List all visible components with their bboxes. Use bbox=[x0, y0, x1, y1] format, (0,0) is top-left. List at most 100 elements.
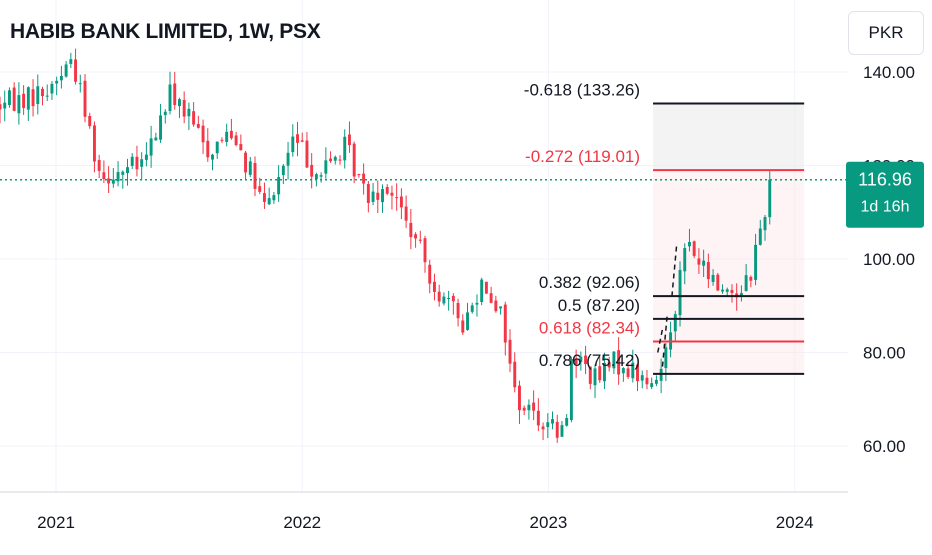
candle-body bbox=[135, 156, 139, 170]
candle-body bbox=[711, 274, 715, 282]
candle-body bbox=[480, 279, 484, 303]
candle-body bbox=[612, 351, 616, 369]
candle-body bbox=[673, 314, 677, 332]
candle-body bbox=[220, 139, 224, 141]
candle-body bbox=[607, 362, 611, 368]
candle-body bbox=[102, 172, 106, 179]
candle-body bbox=[281, 165, 285, 176]
candle-body bbox=[159, 115, 163, 140]
candle-body bbox=[395, 197, 399, 199]
candle-body bbox=[291, 136, 295, 153]
candle-body bbox=[569, 358, 573, 421]
candle-body bbox=[286, 152, 290, 166]
candle-body bbox=[192, 111, 196, 125]
candle-body bbox=[721, 289, 724, 292]
candle-body bbox=[206, 140, 210, 158]
candle-body bbox=[381, 189, 384, 203]
candle-body bbox=[88, 115, 92, 127]
candle-body bbox=[253, 162, 257, 189]
candle-body bbox=[432, 281, 436, 292]
candle-body bbox=[702, 260, 706, 266]
candle-body bbox=[546, 422, 550, 428]
fib-level-label: -0.272 (119.01) bbox=[525, 147, 640, 166]
candle-body bbox=[451, 295, 455, 302]
x-tick-label: 2022 bbox=[283, 513, 321, 532]
candle-body bbox=[357, 174, 361, 176]
candle-body bbox=[140, 159, 144, 167]
candle-body bbox=[645, 377, 649, 385]
candle-body bbox=[536, 410, 540, 426]
candle-body bbox=[177, 99, 181, 107]
candle-body bbox=[650, 383, 654, 388]
candle-body bbox=[324, 160, 328, 174]
candle-body bbox=[758, 228, 762, 245]
candle-body bbox=[36, 86, 40, 105]
candle-body bbox=[683, 248, 687, 272]
candle-body bbox=[503, 304, 507, 343]
candle-body bbox=[390, 192, 394, 196]
candle-body bbox=[555, 421, 559, 438]
candle-body bbox=[130, 156, 134, 166]
candle-body bbox=[574, 358, 578, 365]
candle-body bbox=[154, 137, 158, 141]
candle-body bbox=[296, 134, 299, 143]
candle-body bbox=[229, 130, 233, 139]
last-price-marker: 116.96 1d 16h bbox=[0, 161, 924, 228]
candle-body bbox=[456, 302, 460, 319]
candle-body bbox=[225, 131, 229, 142]
candle-body bbox=[447, 297, 451, 299]
x-tick-label: 2024 bbox=[776, 513, 814, 532]
candle-body bbox=[69, 59, 73, 64]
candle-body bbox=[12, 87, 16, 111]
candle-body bbox=[64, 64, 68, 77]
candle-body bbox=[31, 89, 35, 107]
candle-body bbox=[697, 258, 701, 265]
candle-body bbox=[211, 154, 214, 160]
currency-button[interactable]: PKR bbox=[848, 11, 924, 55]
candle-body bbox=[352, 143, 356, 177]
candle-body bbox=[258, 186, 262, 192]
candle-body bbox=[626, 368, 630, 377]
candle-body bbox=[494, 300, 498, 312]
candle-body bbox=[163, 111, 167, 116]
candle-body bbox=[768, 179, 772, 218]
fib-zone-top bbox=[653, 103, 805, 171]
candle-body bbox=[248, 161, 252, 175]
candle-body bbox=[593, 368, 597, 386]
candle-body bbox=[636, 364, 639, 382]
candle-body bbox=[532, 402, 536, 411]
candle-body bbox=[111, 179, 115, 184]
candle-body bbox=[362, 173, 366, 184]
candle-body bbox=[26, 87, 30, 110]
candle-body bbox=[121, 171, 125, 175]
last-price-tag bbox=[846, 161, 924, 228]
candle-body bbox=[475, 302, 479, 305]
candle-body bbox=[579, 356, 583, 362]
candle-body bbox=[437, 291, 441, 302]
candle-body bbox=[678, 269, 682, 316]
candle-body bbox=[484, 281, 488, 294]
candle-body bbox=[565, 418, 569, 426]
fib-fill bbox=[653, 103, 805, 374]
candle-body bbox=[116, 172, 120, 182]
candle-body bbox=[55, 80, 59, 84]
candle-body bbox=[92, 125, 96, 162]
candle-body bbox=[588, 366, 592, 384]
candle-body bbox=[329, 158, 333, 162]
candle-body bbox=[41, 88, 44, 97]
candle-body bbox=[754, 244, 758, 280]
candle-body bbox=[692, 241, 696, 256]
candle-body bbox=[272, 195, 276, 201]
candle-body bbox=[74, 59, 78, 82]
candle-body bbox=[50, 83, 54, 94]
candle-body bbox=[418, 239, 422, 241]
candle-body bbox=[168, 84, 172, 111]
fib-level-label: 0.382 (92.06) bbox=[539, 273, 640, 292]
y-tick-label: 100.00 bbox=[863, 250, 915, 269]
candle-body bbox=[739, 293, 743, 296]
candle-body bbox=[305, 140, 309, 168]
x-tick-label: 2023 bbox=[530, 513, 568, 532]
candle-body bbox=[45, 95, 49, 97]
